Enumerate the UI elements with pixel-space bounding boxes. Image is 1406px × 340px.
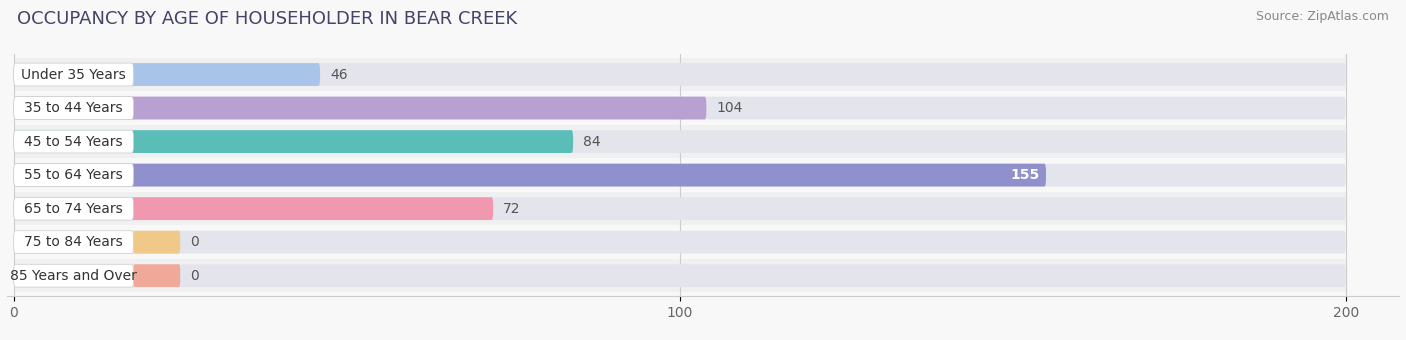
Text: 0: 0 [190, 269, 198, 283]
Text: 46: 46 [330, 68, 347, 82]
Bar [14, 259, 1346, 292]
FancyBboxPatch shape [14, 164, 1346, 187]
Text: 75 to 84 Years: 75 to 84 Years [24, 235, 122, 249]
FancyBboxPatch shape [14, 63, 134, 86]
Text: 85 Years and Over: 85 Years and Over [10, 269, 136, 283]
FancyBboxPatch shape [14, 197, 1346, 220]
FancyBboxPatch shape [14, 264, 134, 287]
Text: 55 to 64 Years: 55 to 64 Years [24, 168, 122, 182]
FancyBboxPatch shape [134, 231, 180, 254]
FancyBboxPatch shape [14, 197, 134, 220]
Text: Source: ZipAtlas.com: Source: ZipAtlas.com [1256, 10, 1389, 23]
FancyBboxPatch shape [14, 97, 1346, 119]
FancyBboxPatch shape [14, 231, 134, 254]
FancyBboxPatch shape [14, 231, 1346, 254]
Text: 72: 72 [503, 202, 520, 216]
Bar [14, 125, 1346, 158]
Text: 104: 104 [716, 101, 742, 115]
FancyBboxPatch shape [14, 264, 1346, 287]
Text: 0: 0 [190, 235, 198, 249]
FancyBboxPatch shape [14, 197, 494, 220]
FancyBboxPatch shape [14, 63, 1346, 86]
Text: 155: 155 [1010, 168, 1039, 182]
FancyBboxPatch shape [14, 97, 134, 119]
FancyBboxPatch shape [14, 63, 321, 86]
Text: 35 to 44 Years: 35 to 44 Years [24, 101, 122, 115]
FancyBboxPatch shape [14, 130, 134, 153]
FancyBboxPatch shape [14, 164, 134, 187]
FancyBboxPatch shape [14, 97, 706, 119]
Bar [14, 58, 1346, 91]
Bar [14, 91, 1346, 125]
Text: OCCUPANCY BY AGE OF HOUSEHOLDER IN BEAR CREEK: OCCUPANCY BY AGE OF HOUSEHOLDER IN BEAR … [17, 10, 517, 28]
Text: 84: 84 [583, 135, 600, 149]
FancyBboxPatch shape [14, 130, 1346, 153]
FancyBboxPatch shape [14, 130, 574, 153]
Text: Under 35 Years: Under 35 Years [21, 68, 127, 82]
Bar [14, 192, 1346, 225]
FancyBboxPatch shape [134, 264, 180, 287]
Text: 65 to 74 Years: 65 to 74 Years [24, 202, 122, 216]
Bar [14, 225, 1346, 259]
Bar [14, 158, 1346, 192]
Text: 45 to 54 Years: 45 to 54 Years [24, 135, 122, 149]
FancyBboxPatch shape [14, 164, 1046, 187]
